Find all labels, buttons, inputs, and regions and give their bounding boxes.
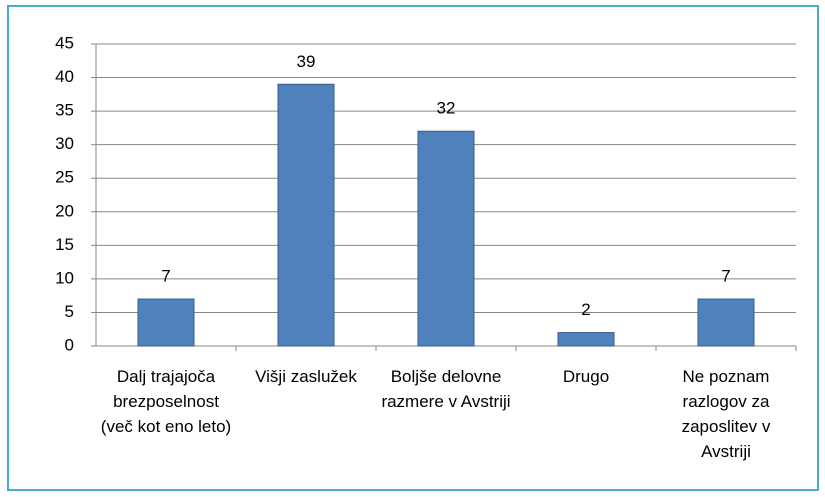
- x-tick-label: Ne poznam razlogov za zaposlitev v Avstr…: [681, 367, 771, 461]
- bar: [277, 83, 335, 347]
- data-label: 7: [721, 267, 730, 286]
- bar: [417, 130, 475, 347]
- bar: [557, 332, 615, 347]
- y-tick-label: 15: [55, 235, 74, 254]
- y-tick-label: 30: [55, 134, 74, 153]
- y-tick-label: 10: [55, 268, 74, 287]
- x-tick-label: Dalj trajajoča brezposelnost (več kot en…: [100, 367, 232, 436]
- bar: [137, 298, 195, 347]
- bar: [697, 298, 755, 347]
- y-tick-label: 40: [55, 67, 74, 86]
- y-tick-label: 5: [65, 302, 74, 321]
- y-tick-label: 45: [55, 33, 74, 52]
- y-tick-label: 35: [55, 101, 74, 120]
- x-tick-label: Višji zaslužek: [255, 367, 357, 386]
- y-tick-label: 25: [55, 168, 74, 187]
- frame-border: [7, 5, 819, 491]
- y-tick-label: 20: [55, 201, 74, 220]
- data-label: 32: [437, 99, 456, 118]
- data-label: 7: [161, 267, 170, 286]
- x-tick-label: Boljše delovne razmere v Avstriji: [381, 367, 511, 411]
- x-tick-label: Drugo: [562, 367, 610, 386]
- data-label: 2: [581, 300, 590, 319]
- y-tick-label: 0: [65, 335, 74, 354]
- data-label: 39: [297, 52, 316, 71]
